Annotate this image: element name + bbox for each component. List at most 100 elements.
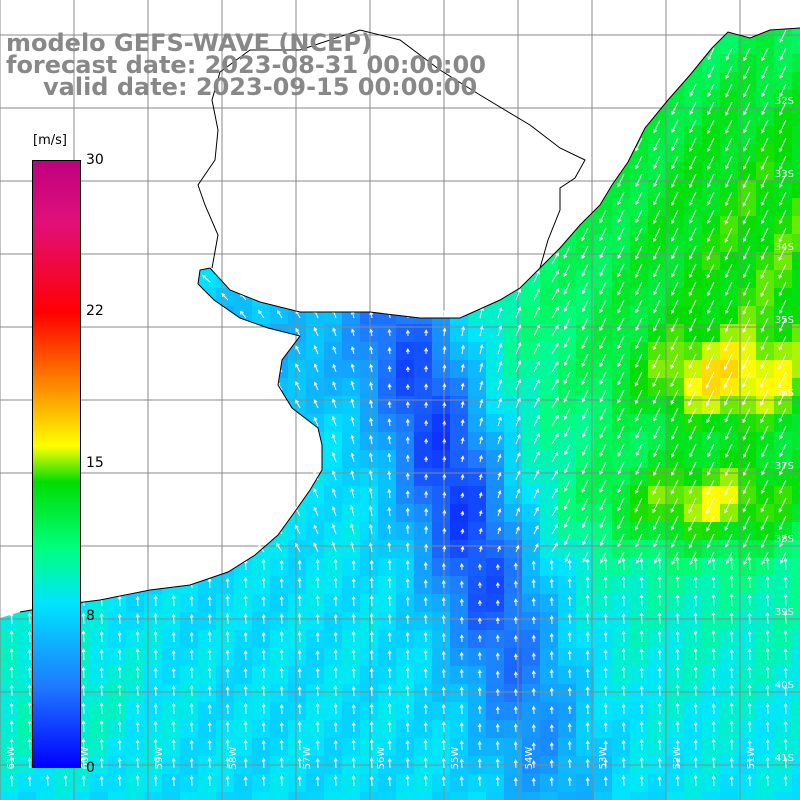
wind-arrow xyxy=(297,649,302,661)
wind-arrow xyxy=(135,774,140,787)
wind-arrow xyxy=(778,227,787,243)
wind-arrow xyxy=(315,684,320,697)
wind-arrow xyxy=(689,227,697,242)
wind-arrow xyxy=(369,363,374,373)
wind-arrow xyxy=(497,325,503,337)
wind-arrow xyxy=(689,191,697,206)
wind-arrow xyxy=(563,263,571,277)
wind-arrow xyxy=(779,425,787,440)
wind-arrow xyxy=(423,739,428,751)
wind-arrow xyxy=(707,299,715,314)
wind-arrow xyxy=(351,685,356,697)
wind-arrow xyxy=(765,556,770,571)
wind-arrow xyxy=(459,651,464,661)
wind-arrow xyxy=(711,575,716,589)
wind-arrow xyxy=(261,775,266,787)
wind-arrow xyxy=(765,703,770,715)
wind-arrow xyxy=(9,737,14,751)
wind-arrow xyxy=(461,325,466,337)
wind-arrow xyxy=(711,685,716,697)
latitude-label: 35S xyxy=(775,315,794,326)
wind-arrow xyxy=(653,407,661,422)
wind-arrow xyxy=(729,757,734,769)
wind-arrow xyxy=(742,515,751,531)
wind-arrow xyxy=(460,492,465,499)
wind-arrow xyxy=(279,703,284,715)
wind-arrow xyxy=(635,461,643,475)
wind-arrow xyxy=(603,649,608,661)
wind-arrow xyxy=(688,155,697,171)
wind-arrow xyxy=(549,741,554,751)
wind-arrow xyxy=(513,616,518,625)
wind-arrow xyxy=(171,594,176,607)
wind-arrow xyxy=(297,577,302,589)
wind-arrow xyxy=(189,702,194,715)
wind-arrow xyxy=(207,648,212,661)
wind-arrow xyxy=(405,436,410,445)
wind-arrow xyxy=(477,687,482,697)
wind-arrow xyxy=(599,335,607,350)
wind-arrow xyxy=(387,506,392,517)
wind-arrow xyxy=(760,497,769,513)
wind-arrow xyxy=(549,687,554,697)
wind-arrow xyxy=(81,756,86,769)
wind-arrow xyxy=(747,683,752,697)
wind-arrow xyxy=(617,443,625,457)
wind-arrow xyxy=(729,738,734,751)
wind-arrow xyxy=(423,649,428,661)
wind-arrow xyxy=(477,775,482,787)
wind-arrow xyxy=(670,299,679,315)
wind-arrow xyxy=(724,299,733,315)
wind-arrow xyxy=(225,595,230,607)
wind-arrow xyxy=(423,596,428,607)
wind-arrow xyxy=(603,758,608,769)
wind-arrow xyxy=(207,703,212,715)
wind-arrow xyxy=(670,371,679,388)
wind-arrow xyxy=(459,634,464,643)
wind-arrow xyxy=(477,581,482,589)
wind-arrow xyxy=(369,685,374,697)
wind-arrow xyxy=(171,667,176,679)
wind-arrow xyxy=(351,648,356,661)
wind-arrow xyxy=(567,705,572,715)
wind-arrow xyxy=(424,490,429,499)
wind-arrow xyxy=(295,327,301,337)
wind-arrow xyxy=(313,399,319,409)
wind-arrow xyxy=(513,759,518,769)
wind-arrow xyxy=(387,328,392,337)
wind-arrow xyxy=(495,723,500,733)
wind-arrow xyxy=(765,721,770,733)
wind-arrow xyxy=(582,425,589,438)
wind-arrow xyxy=(258,309,265,319)
wind-arrow xyxy=(171,649,176,661)
wind-arrow xyxy=(689,245,697,260)
wind-arrow xyxy=(551,414,559,427)
wind-arrow xyxy=(671,263,679,278)
wind-arrow xyxy=(760,209,769,225)
wind-arrow xyxy=(635,245,643,260)
wind-arrow xyxy=(639,576,644,589)
wind-arrow xyxy=(635,281,643,296)
latitude-label: 39S xyxy=(775,607,794,618)
wind-arrow xyxy=(351,739,356,751)
wind-arrow xyxy=(153,612,158,625)
wind-arrow xyxy=(497,306,503,319)
wind-arrow xyxy=(670,497,679,513)
wind-arrow xyxy=(688,479,697,495)
wind-arrow xyxy=(387,576,392,589)
wind-arrow xyxy=(725,155,733,170)
wind-arrow xyxy=(478,454,483,463)
wind-arrow xyxy=(585,558,590,571)
wind-arrow xyxy=(725,533,733,548)
wind-arrow xyxy=(515,434,521,445)
wind-arrow xyxy=(635,173,643,188)
wind-arrow xyxy=(27,719,32,733)
wind-arrow xyxy=(742,173,751,189)
wind-arrow xyxy=(675,648,680,661)
wind-arrow xyxy=(387,470,392,481)
wind-arrow xyxy=(657,702,662,715)
wind-arrow xyxy=(706,245,715,261)
wind-arrow xyxy=(297,685,302,697)
wind-arrow xyxy=(693,739,698,751)
wind-arrow xyxy=(405,757,410,769)
